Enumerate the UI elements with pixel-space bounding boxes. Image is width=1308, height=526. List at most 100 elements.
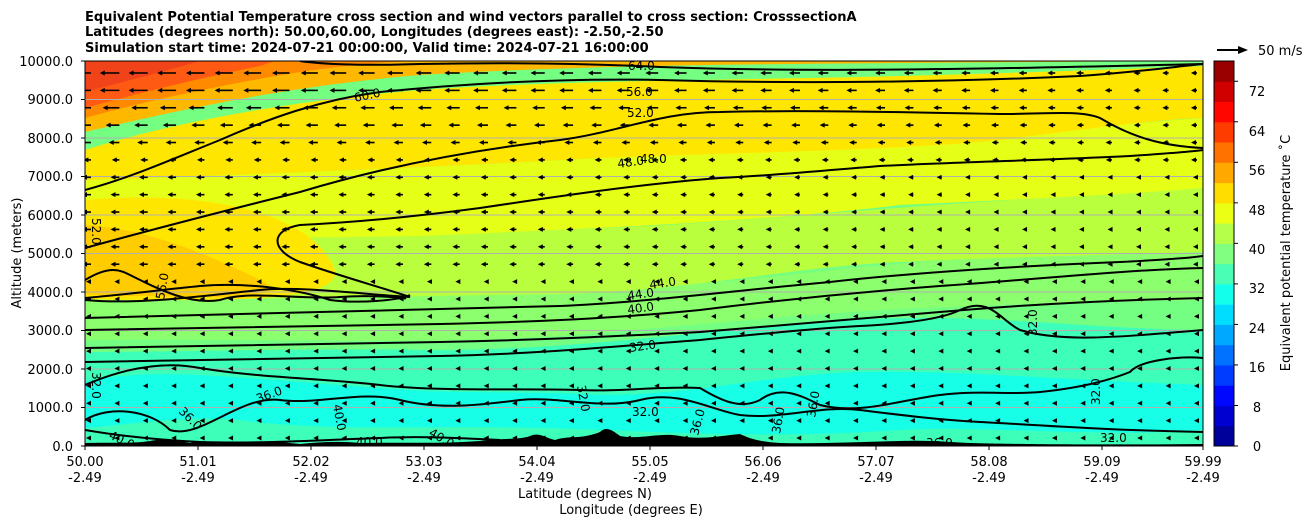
wind-vector-arrowhead <box>682 365 688 371</box>
wind-vector-arrowhead <box>1137 279 1143 285</box>
contour-label: 56.0 <box>153 272 171 301</box>
wind-vector-arrowhead <box>654 296 660 302</box>
wind-vector-arrowhead <box>881 348 887 354</box>
wind-vector-arrowhead <box>1162 122 1168 128</box>
wind-vector-arrowhead <box>537 157 543 163</box>
wind-vector-arrowhead <box>77 123 82 128</box>
wind-vector-arrowhead <box>767 279 773 285</box>
wind-vector-arrowhead <box>788 70 794 76</box>
wind-vector-arrowhead <box>817 70 823 76</box>
wind-vector-arrowhead <box>398 279 404 285</box>
wind-vector-arrowhead <box>228 400 234 406</box>
wind-vector-arrowhead <box>767 400 773 406</box>
wind-vector-arrowhead <box>1076 87 1082 93</box>
wind-vector-arrowhead <box>1133 70 1139 76</box>
wind-vector-arrowhead <box>1137 400 1143 406</box>
wind-vector-arrowhead <box>370 313 376 319</box>
wind-vector-arrowhead <box>310 157 316 163</box>
wind-vector-arrowhead <box>85 244 88 250</box>
wind-vector-arrowhead <box>679 157 685 163</box>
wind-vector-arrowhead <box>398 365 404 371</box>
x-tick-label-lon: -2.49 <box>407 471 441 486</box>
wind-vector-arrowhead <box>963 157 969 163</box>
wind-vector-arrowhead <box>1047 87 1053 93</box>
wind-vector-arrowhead <box>219 122 225 128</box>
wind-vector-arrowhead <box>995 418 1001 424</box>
wind-vector-arrowhead <box>597 279 603 285</box>
wind-vector-arrowhead <box>540 365 546 371</box>
wind-vector-arrowhead <box>252 174 258 180</box>
wind-vector-arrowhead <box>846 70 852 76</box>
wind-vector-arrowhead <box>1190 157 1196 163</box>
wind-vector-arrowhead <box>279 140 285 146</box>
wind-vector-arrowhead <box>875 70 881 76</box>
wind-vector-arrowhead <box>512 279 518 285</box>
wind-vector-arrowhead <box>1080 383 1086 389</box>
wind-vector-arrowhead <box>370 383 376 389</box>
wind-vector-arrowhead <box>1023 383 1029 389</box>
wind-vector-arrowhead <box>341 296 347 302</box>
wind-vector-arrowhead <box>1019 105 1025 111</box>
wind-vector-arrowhead <box>597 383 603 389</box>
wind-vector-arrowhead <box>674 87 680 93</box>
wind-vector-arrowhead <box>851 192 857 198</box>
wind-vector-arrowhead <box>682 418 688 424</box>
wind-vector-arrowhead <box>395 244 401 250</box>
wind-vector-arrowhead <box>505 122 511 128</box>
wind-vector-arrowhead <box>71 71 76 76</box>
wind-vector-arrowhead <box>961 70 967 76</box>
wind-vector-arrowhead <box>455 435 461 441</box>
fill-band-48 <box>85 118 1203 240</box>
wind-vector-arrowhead <box>651 174 657 180</box>
wind-vector-arrowhead <box>794 209 800 215</box>
wind-vector-arrowhead <box>909 279 915 285</box>
wind-vector-arrowhead <box>651 261 657 267</box>
wind-vector-arrowhead <box>966 331 972 337</box>
wind-vector-arrowhead <box>252 209 258 215</box>
wind-vector-arrowhead <box>1050 244 1056 250</box>
wind-vector-arrowhead <box>444 87 450 93</box>
wind-vector-arrowhead <box>853 435 859 441</box>
wind-vector-arrowhead <box>1136 226 1142 232</box>
wind-vector-arrowhead <box>1133 87 1139 93</box>
wind-vector-arrowhead <box>594 174 600 180</box>
colorbar-segment <box>1214 425 1234 447</box>
wind-vector-arrowhead <box>455 331 461 337</box>
title-line-3: Simulation start time: 2024-07-21 00:00:… <box>85 41 649 56</box>
wind-vector-arrowhead <box>110 174 116 180</box>
wind-vector-arrowhead <box>623 209 629 215</box>
wind-vector-arrowhead <box>313 296 319 302</box>
wind-vector-arrowhead <box>995 400 1001 406</box>
wind-vector-arrowhead <box>426 383 432 389</box>
wind-vector-arrowhead <box>909 348 915 354</box>
wind-vector-arrowhead <box>961 87 967 93</box>
wind-vector-arrowhead <box>708 261 714 267</box>
colorbar-segment <box>1214 223 1234 244</box>
wind-vector-arrowhead <box>993 261 999 267</box>
wind-vector-arrowhead <box>1190 122 1196 128</box>
wind-vector-arrowhead <box>935 157 941 163</box>
wind-vector-arrowhead <box>1162 140 1168 146</box>
wind-vector-arrowhead <box>1105 157 1111 163</box>
wind-vector-arrowhead <box>256 348 262 354</box>
wind-vector-arrowhead <box>1108 435 1114 441</box>
y-tick-label: 1000.0 <box>28 401 74 416</box>
wind-vector-arrowhead <box>367 157 373 163</box>
wind-vector-arrowhead <box>1047 105 1053 111</box>
wind-vector-arrowhead <box>993 192 999 198</box>
wind-vector-arrowhead <box>1079 174 1085 180</box>
wind-vector-arrowhead <box>566 261 572 267</box>
wind-vector-arrowhead <box>171 313 177 319</box>
wind-vector-arrowhead <box>114 279 120 285</box>
wind-vector-arrowhead <box>739 400 745 406</box>
wind-vector-arrowhead <box>566 174 572 180</box>
wind-vector-arrowhead <box>1022 244 1028 250</box>
wind-vector-arrowhead <box>936 174 942 180</box>
wind-vector-arrowhead <box>195 192 201 198</box>
wind-vector-arrowhead <box>938 313 944 319</box>
wind-vector-arrowhead <box>732 105 738 111</box>
wind-vector-arrowhead <box>796 435 802 441</box>
wind-vector-arrowhead <box>1137 365 1143 371</box>
wind-vector-arrowhead <box>1165 365 1171 371</box>
wind-vector-arrowhead <box>1080 313 1086 319</box>
